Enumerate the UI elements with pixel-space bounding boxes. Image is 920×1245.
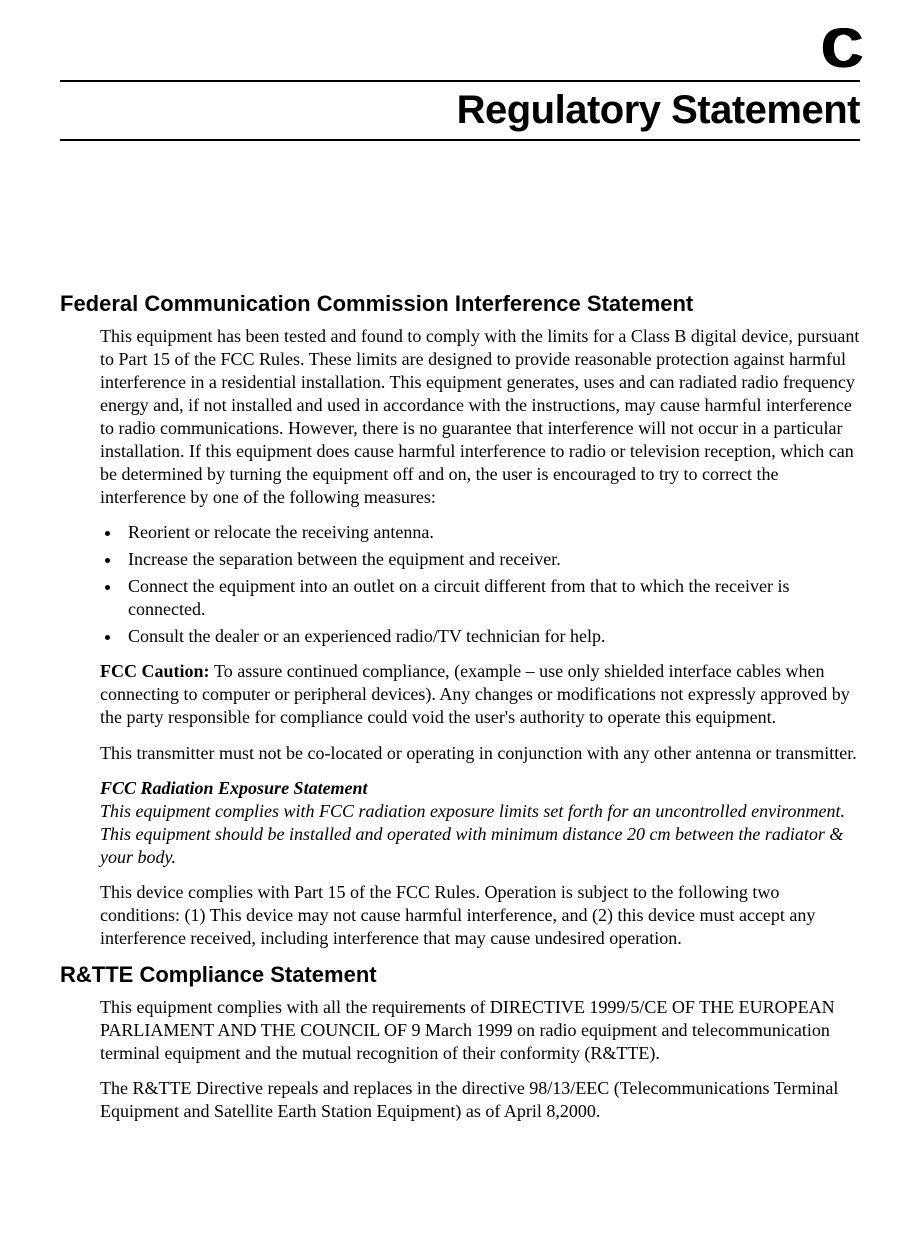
para-fcc-caution: FCC Caution: To assure continued complia… [100,660,860,729]
list-item: Consult the dealer or an experienced rad… [122,625,860,648]
page: C Regulatory Statement Federal Communica… [0,0,920,1175]
radiation-body: This equipment complies with FCC radiati… [100,801,845,867]
radiation-heading: FCC Radiation Exposure Statement [100,778,368,798]
section-body-rtte: This equipment complies with all the req… [100,996,860,1123]
list-item: Reorient or relocate the receiving anten… [122,521,860,544]
chapter-title: Regulatory Statement [60,88,860,133]
section-body-fcc: This equipment has been tested and found… [100,325,860,950]
para-intro: This equipment has been tested and found… [100,325,860,509]
para-rtte-1: This equipment complies with all the req… [100,996,860,1065]
para-transmitter: This transmitter must not be co-located … [100,742,860,765]
para-rtte-2: The R&TTE Directive repeals and replaces… [100,1077,860,1123]
list-item: Increase the separation between the equi… [122,548,860,571]
section-heading-fcc: Federal Communication Commission Interfe… [60,291,860,317]
fcc-caution-label: FCC Caution: [100,661,214,681]
appendix-letter-badge: C [60,20,860,76]
divider-top [60,80,860,82]
divider-bottom [60,139,860,141]
para-part15: This device complies with Part 15 of the… [100,881,860,950]
para-radiation: FCC Radiation Exposure Statement This equ… [100,777,860,869]
list-item: Connect the equipment into an outlet on … [122,575,860,621]
bullet-list: Reorient or relocate the receiving anten… [100,521,860,648]
section-heading-rtte: R&TTE Compliance Statement [60,962,860,988]
